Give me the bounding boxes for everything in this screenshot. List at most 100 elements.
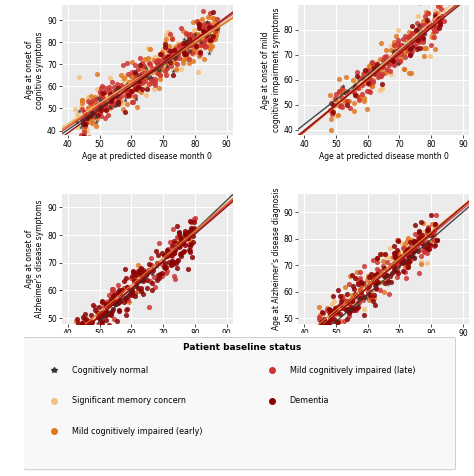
Point xyxy=(414,233,422,240)
Point xyxy=(91,105,99,112)
Point xyxy=(185,44,192,52)
Point xyxy=(186,246,194,254)
Point xyxy=(140,74,148,82)
Point xyxy=(343,290,351,298)
Point xyxy=(381,69,389,77)
Point xyxy=(384,277,392,285)
Point xyxy=(413,236,421,244)
Point xyxy=(201,43,209,51)
Point xyxy=(131,289,139,297)
Point xyxy=(148,270,156,278)
Point xyxy=(390,252,398,259)
Point xyxy=(122,311,130,319)
Point xyxy=(98,320,106,327)
Point xyxy=(114,98,122,106)
Point xyxy=(159,65,166,73)
Point xyxy=(196,48,203,55)
Point xyxy=(178,249,185,257)
Point xyxy=(421,30,428,38)
Point xyxy=(369,275,377,283)
Point xyxy=(404,252,412,259)
Point xyxy=(386,60,393,67)
Point xyxy=(112,84,120,92)
Point xyxy=(433,236,440,244)
Point xyxy=(400,50,408,57)
Point xyxy=(86,327,93,335)
Point xyxy=(345,88,352,95)
Point xyxy=(330,324,337,331)
Point xyxy=(172,59,180,66)
Point xyxy=(413,25,421,33)
Point xyxy=(130,274,137,282)
Point xyxy=(129,267,137,275)
Point xyxy=(396,45,403,52)
Point xyxy=(105,86,112,94)
Point xyxy=(365,62,373,70)
Point xyxy=(128,73,136,81)
Point xyxy=(366,279,374,287)
Point xyxy=(430,16,438,24)
Point xyxy=(104,100,111,108)
Point xyxy=(203,29,211,36)
Point xyxy=(195,52,202,60)
Point xyxy=(171,275,179,283)
Point xyxy=(432,241,439,249)
Point xyxy=(401,264,409,271)
Point xyxy=(369,60,377,68)
Point xyxy=(387,278,394,286)
Point xyxy=(394,58,402,66)
Point xyxy=(186,39,193,47)
Point xyxy=(413,19,421,27)
Point xyxy=(139,79,146,87)
Point xyxy=(79,96,86,104)
Point xyxy=(356,84,364,92)
Point xyxy=(197,38,205,46)
Point xyxy=(376,287,384,294)
Point xyxy=(211,23,219,31)
Point xyxy=(316,315,323,323)
Point xyxy=(119,61,127,69)
Point xyxy=(389,57,397,64)
Point xyxy=(343,306,351,314)
Point xyxy=(84,323,92,331)
Point xyxy=(156,72,164,79)
Point xyxy=(387,272,394,279)
Point xyxy=(161,55,168,62)
Point xyxy=(430,227,438,235)
Point xyxy=(391,253,399,261)
Point xyxy=(110,299,118,307)
Point xyxy=(396,41,404,49)
Point xyxy=(176,46,183,54)
Point xyxy=(122,96,129,104)
Point xyxy=(355,78,362,86)
Point xyxy=(351,81,358,89)
Point xyxy=(371,70,379,78)
Point xyxy=(400,244,407,251)
Point xyxy=(430,236,438,244)
Point xyxy=(325,336,333,343)
Point xyxy=(376,250,384,258)
Point xyxy=(333,308,340,316)
Point xyxy=(100,97,108,105)
Point xyxy=(369,78,377,86)
Point xyxy=(399,35,407,42)
Point xyxy=(380,54,387,61)
Point xyxy=(365,80,373,88)
Point xyxy=(391,267,398,274)
Point xyxy=(83,127,91,134)
Point xyxy=(159,260,166,268)
Point xyxy=(392,55,400,63)
Point xyxy=(394,236,402,244)
Point xyxy=(133,75,140,82)
Point xyxy=(195,36,202,43)
Point xyxy=(195,44,203,52)
Point xyxy=(418,231,426,239)
Point xyxy=(319,319,327,327)
Point xyxy=(315,337,323,345)
Point xyxy=(416,22,424,30)
Point xyxy=(365,288,372,295)
Point xyxy=(403,238,411,245)
Point xyxy=(122,296,130,304)
Point xyxy=(181,232,189,240)
Point xyxy=(77,328,84,336)
